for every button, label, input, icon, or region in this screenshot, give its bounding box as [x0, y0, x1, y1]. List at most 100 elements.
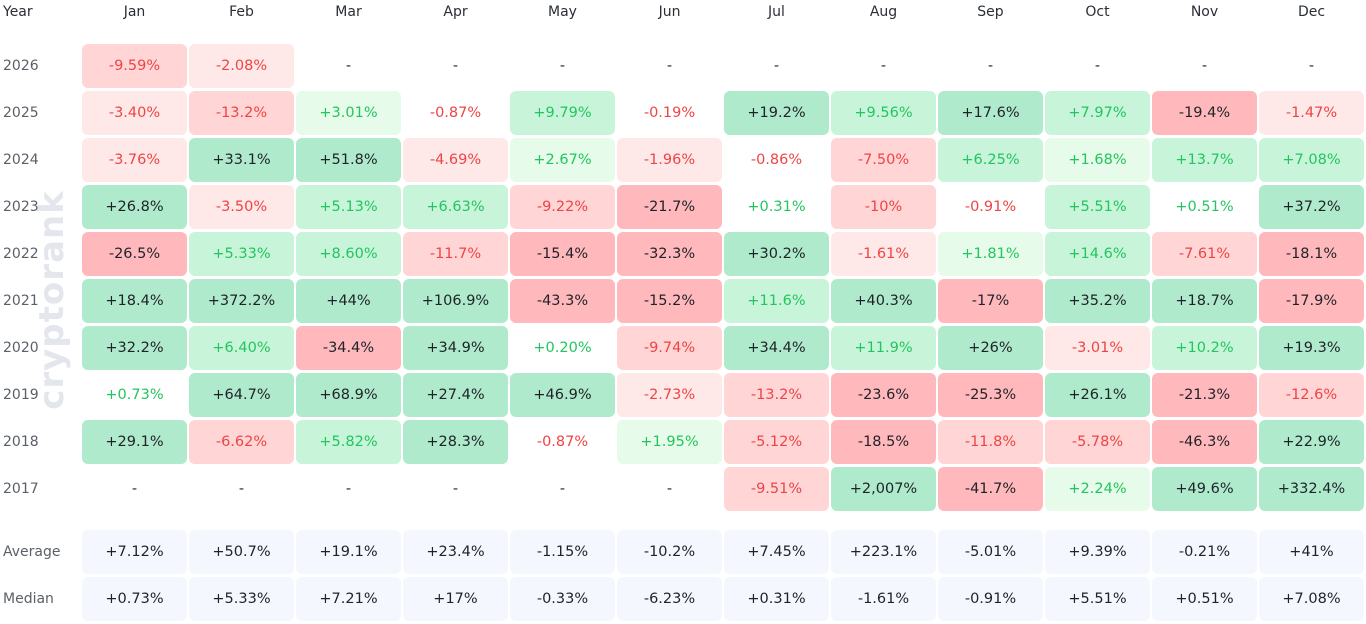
heatmap-cell-2021-mar: +44%	[296, 279, 401, 323]
heatmap-cell-2022-sep: +1.81%	[938, 232, 1043, 276]
heatmap-cell-2017-may: -	[559, 481, 566, 497]
year-label: 2022	[3, 246, 39, 262]
heatmap-cell-2017-sep: -41.7%	[938, 467, 1043, 511]
year-label: 2024	[3, 152, 39, 168]
median-cell-jun: -6.23%	[617, 577, 722, 621]
heatmap-cell-2018-nov: -46.3%	[1152, 420, 1257, 464]
heatmap-cell-2019-aug: -23.6%	[831, 373, 936, 417]
stat-label: Median	[3, 591, 54, 607]
heatmap-cell-2024-may: +2.67%	[510, 138, 615, 182]
heatmap-cell-2022-mar: +8.60%	[296, 232, 401, 276]
median-cell-may: -0.33%	[510, 577, 615, 621]
month-header-may: May	[548, 4, 577, 20]
heatmap-cell-2026-sep: -	[987, 58, 994, 74]
heatmap-cell-2023-aug: -10%	[831, 185, 936, 229]
heatmap-cell-2017-dec: +332.4%	[1259, 467, 1364, 511]
heatmap-cell-2023-nov: +0.51%	[1175, 199, 1234, 215]
heatmap-cell-2023-jan: +26.8%	[82, 185, 187, 229]
heatmap-cell-2025-feb: -13.2%	[189, 91, 294, 135]
year-row-2024: 2024 -3.76% +33.1% +51.8% -4.69% +2.67% -1.96%…	[0, 138, 1364, 182]
average-cell-feb: +50.7%	[189, 530, 294, 574]
median-cell-aug: -1.61%	[831, 577, 936, 621]
year-row-2021: 2021 +18.4% +372.2% +44% +106.9% -43.3% -15.2%…	[0, 279, 1364, 323]
average-cell-oct: +9.39%	[1045, 530, 1150, 574]
heatmap-cell-2020-aug: +11.9%	[831, 326, 936, 370]
average-cell-may: -1.15%	[510, 530, 615, 574]
heatmap-cell-2026-jun: -	[666, 58, 673, 74]
year-label: 2018	[3, 434, 39, 450]
heatmap-cell-2024-mar: +51.8%	[296, 138, 401, 182]
heatmap-cell-2021-jan: +18.4%	[82, 279, 187, 323]
heatmap-cell-2025-jan: -3.40%	[82, 91, 187, 135]
heatmap-cell-2024-jun: -1.96%	[617, 138, 722, 182]
heatmap-cell-2022-apr: -11.7%	[403, 232, 508, 276]
heatmap-cell-2023-sep: -0.91%	[964, 199, 1017, 215]
heatmap-cell-2021-feb: +372.2%	[189, 279, 294, 323]
heatmap-cell-2025-mar: +3.01%	[296, 91, 401, 135]
heatmap-cell-2018-feb: -6.62%	[189, 420, 294, 464]
heatmap-cell-2018-may: -0.87%	[536, 434, 589, 450]
month-header-jul: Jul	[768, 4, 785, 20]
heatmap-cell-2025-sep: +17.6%	[938, 91, 1043, 135]
median-cell-mar: +7.21%	[296, 577, 401, 621]
average-cell-aug: +223.1%	[831, 530, 936, 574]
heatmap-cell-2025-dec: -1.47%	[1259, 91, 1364, 135]
heatmap-cell-2022-feb: +5.33%	[189, 232, 294, 276]
heatmap-cell-2023-apr: +6.63%	[403, 185, 508, 229]
year-row-2023: 2023 +26.8% -3.50% +5.13% +6.63% -9.22% -21.7%…	[0, 185, 1364, 229]
heatmap-cell-2023-mar: +5.13%	[296, 185, 401, 229]
heatmap-cell-2017-aug: +2,007%	[831, 467, 936, 511]
heatmap-cell-2026-mar: -	[345, 58, 352, 74]
heatmap-cell-2023-oct: +5.51%	[1045, 185, 1150, 229]
heatmap-cell-2018-aug: -18.5%	[831, 420, 936, 464]
month-header-nov: Nov	[1190, 4, 1219, 20]
year-label: 2023	[3, 199, 39, 215]
heatmap-cell-2021-may: -43.3%	[510, 279, 615, 323]
average-cell-jul: +7.45%	[724, 530, 829, 574]
heatmap-cell-2026-may: -	[559, 58, 566, 74]
heatmap-cell-2023-feb: -3.50%	[189, 185, 294, 229]
heatmap-cell-2022-nov: -7.61%	[1152, 232, 1257, 276]
heatmap-cell-2025-may: +9.79%	[510, 91, 615, 135]
month-header-oct: Oct	[1085, 4, 1110, 20]
median-row: Median +0.73% +5.33% +7.21% +17% -0.33% -6.23%…	[0, 577, 1364, 621]
heatmap-cell-2017-jun: -	[666, 481, 673, 497]
heatmap-cell-2023-jul: +0.31%	[747, 199, 806, 215]
median-cell-oct: +5.51%	[1045, 577, 1150, 621]
year-label: 2021	[3, 293, 39, 309]
heatmap-cell-2020-feb: +6.40%	[189, 326, 294, 370]
heatmap-cell-2026-feb: -2.08%	[189, 44, 294, 88]
heatmap-cell-2020-mar: -34.4%	[296, 326, 401, 370]
heatmap-cell-2020-dec: +19.3%	[1259, 326, 1364, 370]
heatmap-cell-2019-jul: -13.2%	[724, 373, 829, 417]
heatmap-cell-2020-apr: +34.9%	[403, 326, 508, 370]
year-column-header: Year	[3, 4, 33, 20]
heatmap-cell-2017-jan: -	[131, 481, 138, 497]
heatmap-cell-2019-sep: -25.3%	[938, 373, 1043, 417]
month-header-aug: Aug	[869, 4, 898, 20]
median-cell-jan: +0.73%	[82, 577, 187, 621]
heatmap-cell-2026-apr: -	[452, 58, 459, 74]
year-row-2017: 2017 - - - - - - -9.51% +2,007% -41.7% +2.24% +49.6…	[0, 467, 1364, 511]
heatmap-cell-2018-apr: +28.3%	[403, 420, 508, 464]
heatmap-cell-2017-oct: +2.24%	[1045, 467, 1150, 511]
heatmap-cell-2021-oct: +35.2%	[1045, 279, 1150, 323]
stat-label: Average	[3, 544, 61, 560]
year-row-2026: 2026 -9.59% -2.08% - - - - - - - - - -	[0, 44, 1364, 88]
heatmap-cell-2024-sep: +6.25%	[938, 138, 1043, 182]
heatmap-cell-2019-jun: -2.73%	[617, 373, 722, 417]
year-row-2019: 2019 +0.73% +64.7% +68.9% +27.4% +46.9% -2.73%…	[0, 373, 1364, 417]
heatmap-cell-2023-dec: +37.2%	[1259, 185, 1364, 229]
heatmap-cell-2019-may: +46.9%	[510, 373, 615, 417]
heatmap-cell-2024-jul: -0.86%	[750, 152, 803, 168]
heatmap-cell-2021-jun: -15.2%	[617, 279, 722, 323]
average-cell-dec: +41%	[1259, 530, 1364, 574]
heatmap-cell-2025-jul: +19.2%	[724, 91, 829, 135]
heatmap-cell-2021-jul: +11.6%	[724, 279, 829, 323]
heatmap-cell-2022-jan: -26.5%	[82, 232, 187, 276]
median-cell-dec: +7.08%	[1259, 577, 1364, 621]
heatmap-cell-2022-jun: -32.3%	[617, 232, 722, 276]
heatmap-cell-2024-dec: +7.08%	[1259, 138, 1364, 182]
heatmap-cell-2022-dec: -18.1%	[1259, 232, 1364, 276]
heatmap-cell-2019-feb: +64.7%	[189, 373, 294, 417]
